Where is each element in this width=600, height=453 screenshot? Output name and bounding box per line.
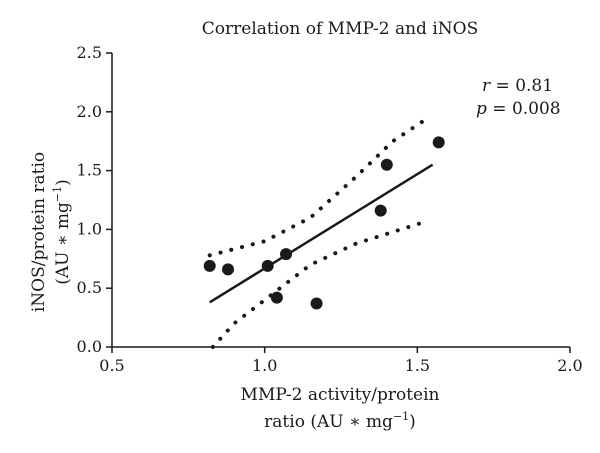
y-tick-label: 1.0 (77, 219, 102, 238)
data-point (280, 248, 293, 261)
confidence-bands (207, 116, 429, 349)
correlation-r: r = 0.81 (482, 76, 553, 96)
y-axis-label-line1: iNOS/protein ratio (29, 152, 49, 312)
regression-line-group (209, 163, 434, 304)
y-tick-label: 2.0 (77, 102, 102, 121)
data-point (203, 259, 216, 272)
correlation-p: p = 0.008 (476, 99, 561, 119)
x-tick-label: 1.5 (405, 356, 430, 375)
data-points (203, 136, 445, 310)
y-tick-label: 0.5 (77, 278, 102, 297)
data-point (380, 158, 393, 171)
y-tick-label: 2.5 (77, 43, 102, 62)
y-tick-label: 0.0 (77, 337, 102, 356)
chart-title: Correlation of MMP-2 and iNOS (202, 19, 478, 39)
x-tick-label: 1.0 (252, 356, 277, 375)
x-tick-label: 0.5 (99, 356, 124, 375)
data-point (222, 263, 235, 276)
confidence-band-lower (210, 220, 426, 349)
y-axis-label-line2: (AU ∗ mg−1) (51, 179, 73, 284)
y-axis-ticks: 0.0 0.5 1.0 1.5 2.0 2.5 (77, 43, 112, 356)
y-tick-label: 1.5 (77, 161, 102, 180)
data-point (310, 297, 323, 310)
axes (111, 53, 570, 348)
regression-line (209, 163, 434, 304)
data-point (261, 259, 274, 272)
x-axis-label-line1: MMP-2 activity/protein (241, 385, 440, 405)
data-point (432, 136, 445, 149)
data-point (374, 204, 387, 217)
data-point (270, 291, 283, 304)
x-tick-label: 2.0 (557, 356, 582, 375)
x-axis-label-line2: ratio (AU ∗ mg−1) (264, 410, 416, 432)
x-axis-ticks: 0.5 1.0 1.5 2.0 (99, 347, 583, 375)
